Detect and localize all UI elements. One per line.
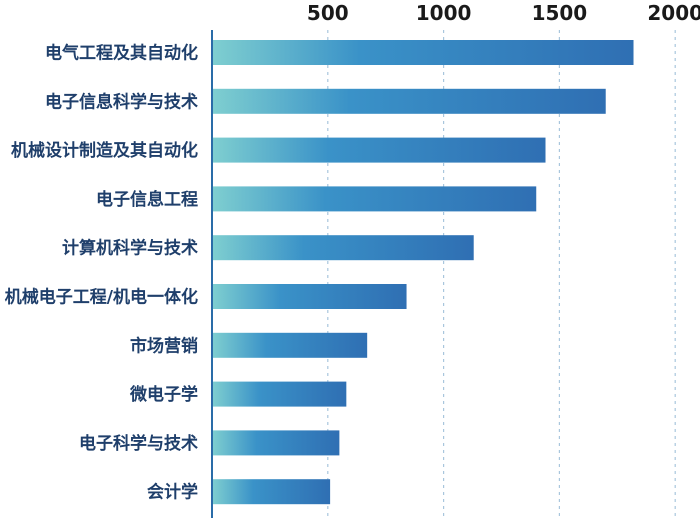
x-tick-label: 500 bbox=[307, 1, 349, 25]
bar bbox=[212, 381, 347, 407]
category-label: 会计学 bbox=[147, 482, 198, 503]
bar bbox=[212, 284, 407, 309]
category-label: 机械设计制造及其自动化 bbox=[11, 140, 198, 161]
bar bbox=[212, 40, 634, 65]
x-tick-label: 2000 bbox=[647, 1, 700, 25]
bar bbox=[212, 88, 606, 114]
category-label: 计算机科学与技术 bbox=[62, 238, 198, 259]
category-label: 电气工程及其自动化 bbox=[45, 43, 198, 64]
bar bbox=[212, 186, 537, 212]
bar bbox=[212, 137, 546, 163]
category-label: 市场营销 bbox=[130, 335, 198, 356]
category-label: 电子信息工程 bbox=[96, 189, 198, 210]
bars bbox=[212, 40, 634, 505]
category-label: 微电子学 bbox=[129, 384, 198, 405]
bar bbox=[212, 332, 368, 358]
x-tick-label: 1000 bbox=[416, 1, 472, 25]
x-tick-label: 1500 bbox=[532, 1, 588, 25]
bar bbox=[212, 479, 331, 505]
bar bbox=[212, 235, 474, 261]
category-label: 机械电子工程/机电一体化 bbox=[5, 287, 198, 308]
bar bbox=[212, 430, 340, 456]
category-labels: 电气工程及其自动化电子信息科学与技术机械设计制造及其自动化电子信息工程计算机科学… bbox=[5, 43, 198, 503]
category-label: 电子信息科学与技术 bbox=[45, 91, 198, 112]
category-label: 电子科学与技术 bbox=[79, 433, 198, 454]
x-tick-labels: 500 1000 1500 2000 bbox=[307, 1, 700, 25]
